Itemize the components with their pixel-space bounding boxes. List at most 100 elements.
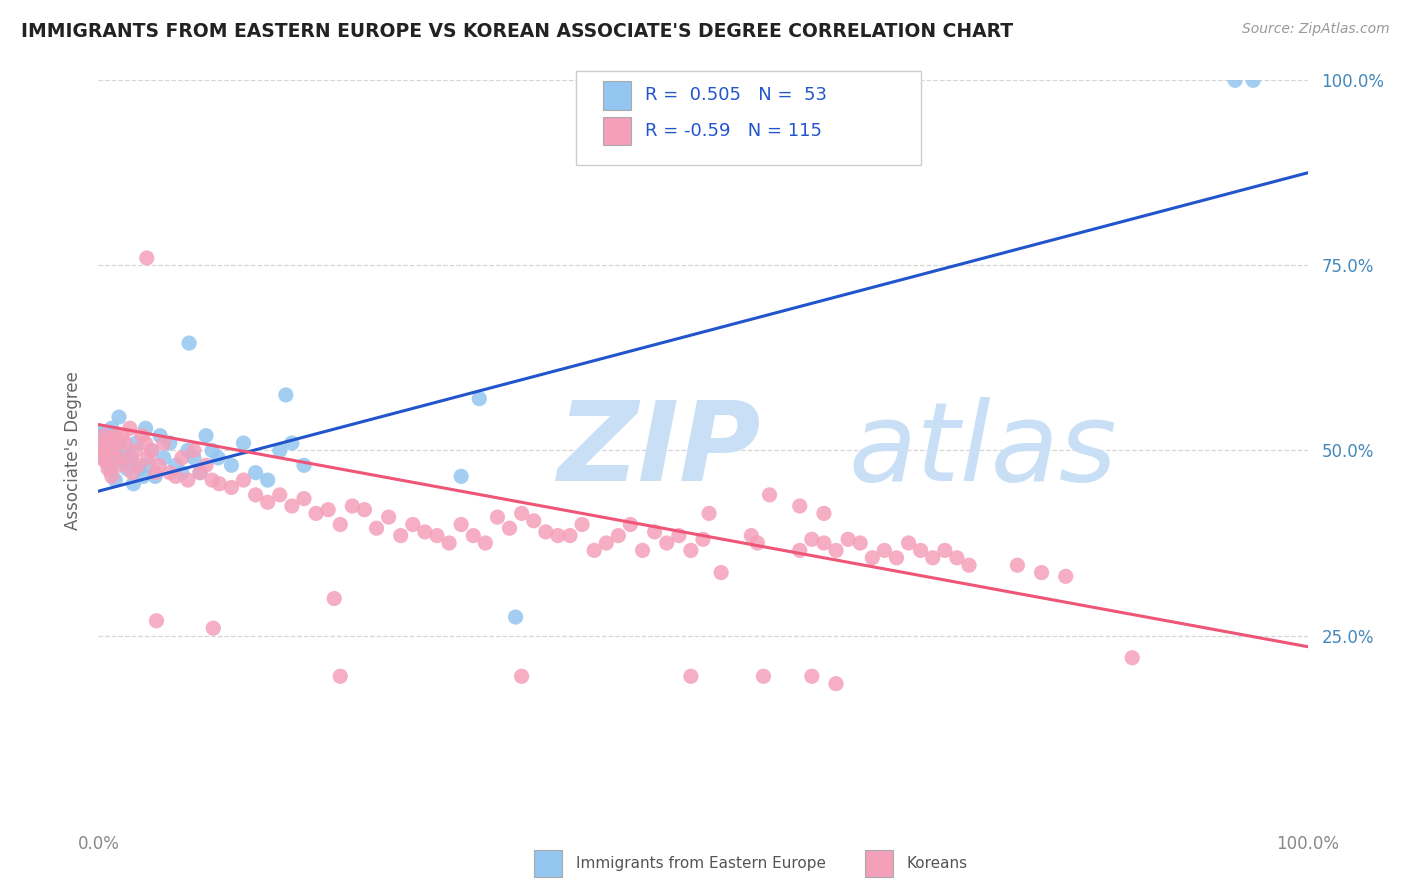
Point	[1031, 566, 1053, 580]
Point	[96, 454, 118, 468]
Point	[758, 488, 780, 502]
Point	[100, 433, 122, 447]
Point	[1223, 73, 1246, 87]
Point	[710, 566, 733, 580]
Point	[752, 669, 775, 683]
Point	[1054, 569, 1077, 583]
Point	[534, 524, 557, 539]
Point	[679, 543, 702, 558]
Point	[94, 436, 117, 450]
Point	[837, 533, 859, 547]
Point	[108, 458, 131, 473]
Point	[510, 669, 533, 683]
Point	[89, 443, 111, 458]
Point	[921, 550, 943, 565]
Point	[195, 428, 218, 442]
Point	[208, 476, 231, 491]
Point	[108, 410, 131, 425]
Point	[152, 450, 174, 465]
Point	[141, 443, 163, 458]
Point	[183, 443, 205, 458]
Point	[93, 450, 115, 465]
Point	[149, 428, 172, 442]
Point	[207, 450, 229, 465]
Point	[329, 517, 352, 532]
Point	[825, 543, 848, 558]
Point	[450, 517, 472, 532]
Point	[269, 488, 291, 502]
Point	[486, 510, 509, 524]
Point	[159, 436, 181, 450]
Point	[122, 476, 145, 491]
Point	[232, 473, 254, 487]
Point	[91, 425, 114, 439]
Point	[860, 550, 883, 565]
Point	[104, 428, 127, 442]
Point	[138, 458, 160, 473]
Point	[655, 536, 678, 550]
Point	[93, 428, 115, 442]
Point	[159, 466, 181, 480]
Point	[105, 436, 128, 450]
Point	[112, 443, 135, 458]
Point	[170, 466, 193, 480]
Point	[269, 443, 291, 458]
Point	[100, 469, 122, 483]
Point	[825, 676, 848, 690]
Point	[668, 528, 690, 542]
Point	[437, 536, 460, 550]
Text: R =  0.505   N =  53: R = 0.505 N = 53	[645, 87, 827, 104]
Point	[498, 521, 520, 535]
Point	[934, 543, 956, 558]
Point	[463, 528, 485, 542]
Point	[377, 510, 399, 524]
Point	[342, 499, 364, 513]
Point	[232, 436, 254, 450]
Point	[644, 524, 666, 539]
Point	[800, 669, 823, 683]
Point	[201, 473, 224, 487]
Point	[256, 495, 278, 509]
Point	[679, 669, 702, 683]
Point	[135, 436, 157, 450]
Point	[1121, 650, 1143, 665]
Point	[510, 507, 533, 521]
Text: IMMIGRANTS FROM EASTERN EUROPE VS KOREAN ASSOCIATE'S DEGREE CORRELATION CHART: IMMIGRANTS FROM EASTERN EUROPE VS KOREAN…	[21, 22, 1014, 41]
Point	[132, 469, 155, 483]
Point	[91, 436, 114, 450]
Point	[183, 450, 205, 465]
Point	[256, 473, 278, 487]
Point	[188, 466, 211, 480]
Point	[692, 533, 714, 547]
Point	[96, 447, 118, 461]
Point	[583, 543, 606, 558]
Point	[145, 614, 167, 628]
Point	[202, 621, 225, 635]
Point	[697, 507, 720, 521]
Point	[117, 450, 139, 465]
Point	[873, 543, 896, 558]
Point	[120, 450, 142, 465]
Point	[97, 462, 120, 476]
Point	[97, 443, 120, 458]
Point	[165, 458, 187, 473]
Point	[114, 436, 136, 450]
Point	[426, 528, 449, 542]
Point	[118, 421, 141, 435]
Point	[90, 428, 112, 442]
Point	[413, 524, 436, 539]
Point	[131, 428, 153, 442]
Point	[195, 458, 218, 473]
Point	[117, 462, 139, 476]
Point	[125, 436, 148, 450]
Point	[103, 447, 125, 461]
Point	[523, 514, 546, 528]
Point	[747, 536, 769, 550]
Point	[1007, 558, 1029, 573]
Point	[121, 466, 143, 480]
Point	[148, 458, 170, 473]
Point	[946, 550, 969, 565]
Point	[631, 543, 654, 558]
Point	[366, 521, 388, 535]
Point	[152, 436, 174, 450]
